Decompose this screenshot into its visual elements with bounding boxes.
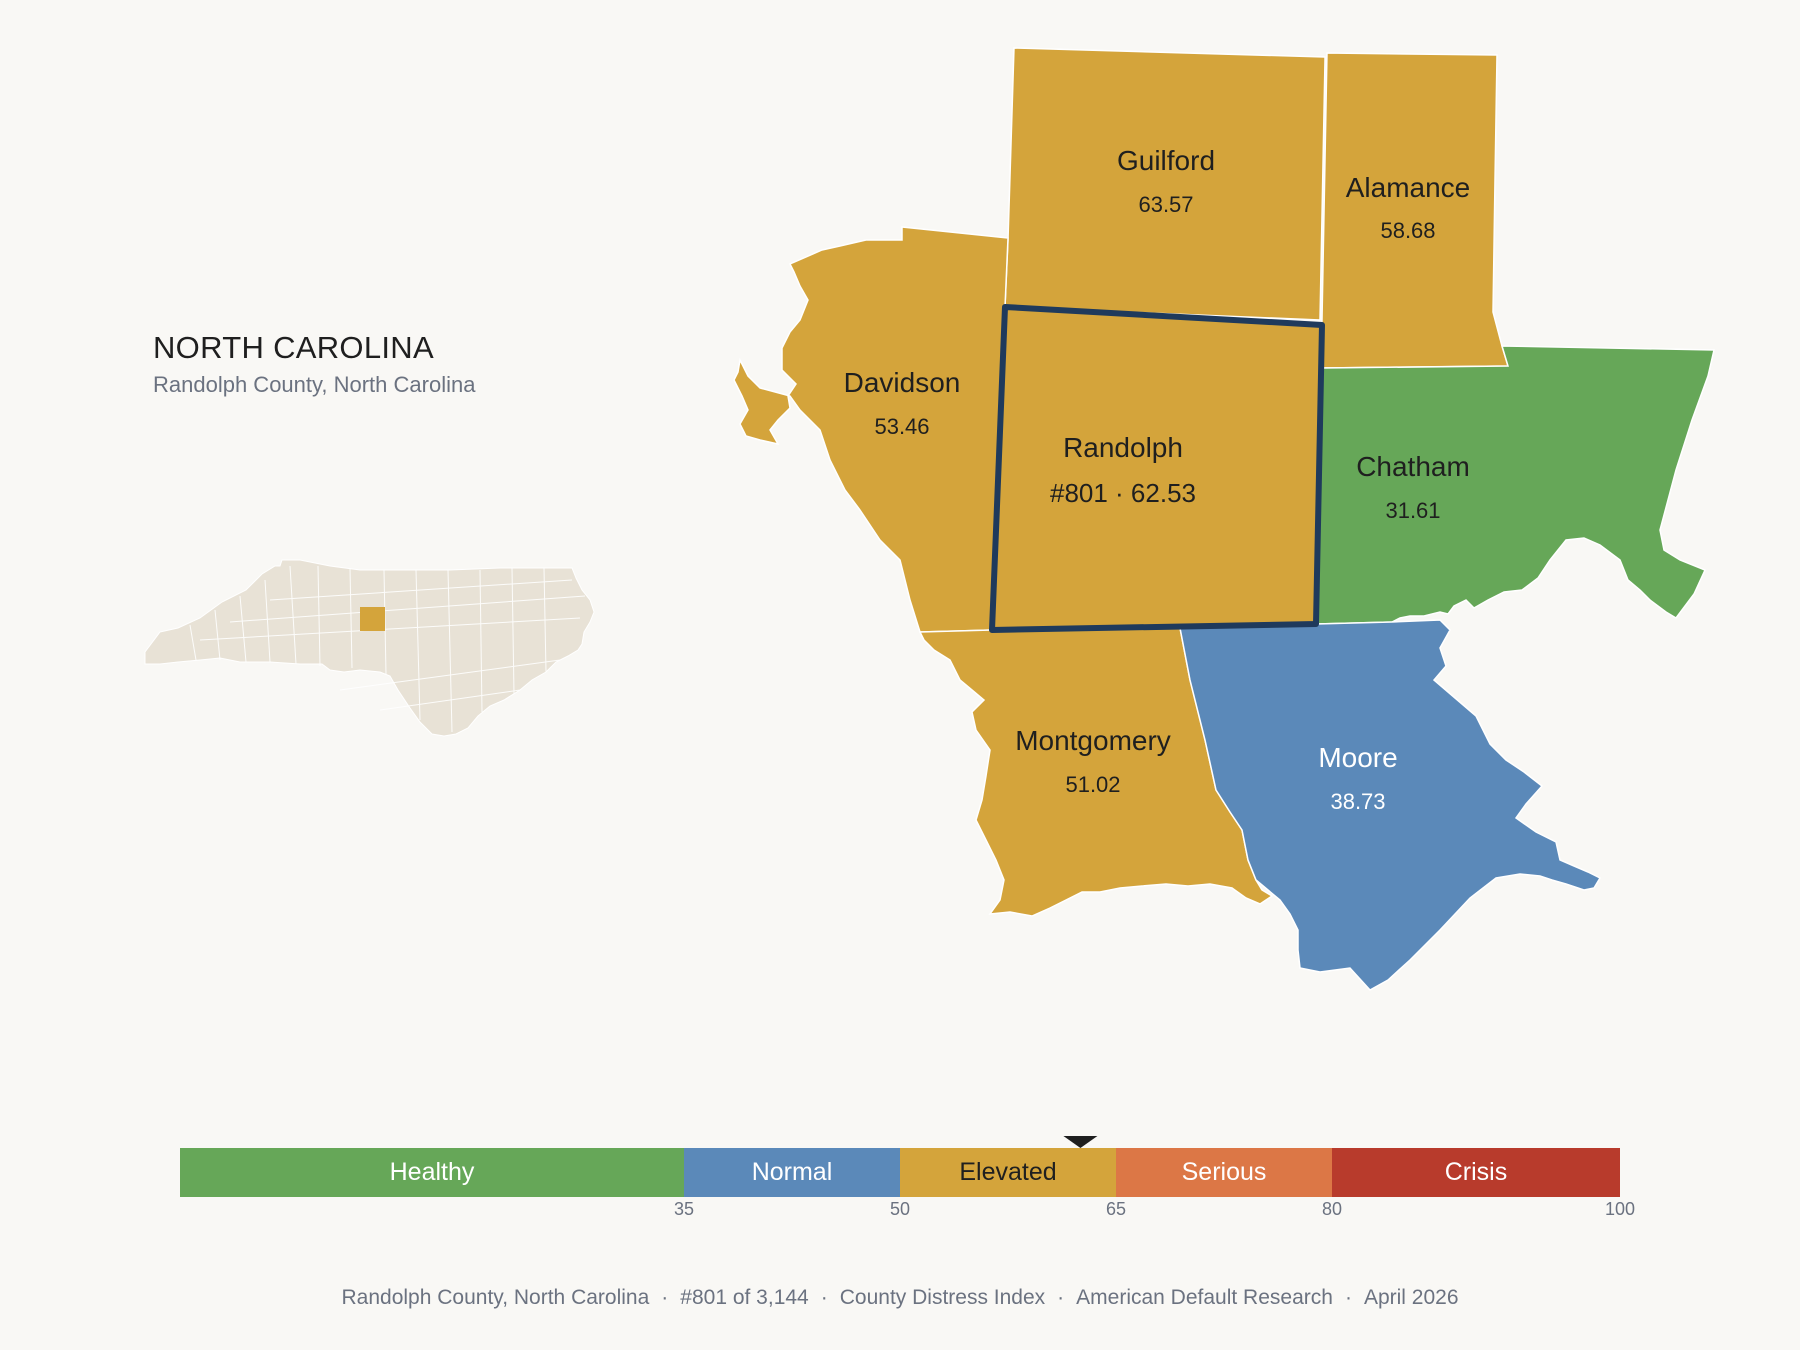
county-name-chatham: Chatham: [1356, 451, 1470, 482]
scale-label-crisis: Crisis: [1445, 1158, 1508, 1186]
county-moore[interactable]: Moore 38.73: [1179, 619, 1602, 991]
footer-date: April 2026: [1363, 1286, 1459, 1309]
county-chatham[interactable]: Chatham 31.61: [1315, 345, 1715, 625]
scale-marker: [1063, 1136, 1098, 1148]
state-title: NORTH CAROLINA: [153, 330, 434, 365]
county-value-guilford: 63.57: [1138, 192, 1193, 217]
scale-tick-100: 100: [1605, 1199, 1635, 1219]
footer-rank: #801 of 3,144: [680, 1286, 809, 1309]
footer-separator: ·: [1057, 1286, 1065, 1309]
footer-county: Randolph County, North Carolina: [341, 1286, 650, 1309]
state-inset-map: [144, 559, 595, 737]
county-alamance[interactable]: Alamance 58.68: [1319, 52, 1510, 369]
scale-band-healthy: [180, 1148, 684, 1197]
scale-label-elevated: Elevated: [959, 1158, 1056, 1186]
county-name-randolph: Randolph: [1063, 432, 1183, 463]
footer-source: American Default Research: [1076, 1286, 1333, 1309]
county-guilford[interactable]: Guilford 63.57: [1004, 47, 1326, 321]
county-name-guilford: Guilford: [1117, 145, 1215, 176]
county-value-alamance: 58.68: [1380, 218, 1435, 243]
footer: Randolph County, North Carolina · #801 of …: [0, 1286, 1800, 1310]
scale-tick-80: 80: [1322, 1199, 1342, 1219]
footer-separator: ·: [820, 1286, 828, 1309]
county-value-davidson: 53.46: [874, 414, 929, 439]
scale-band-serious: [1116, 1148, 1332, 1197]
scale-band-normal: [684, 1148, 900, 1197]
state-outline: [144, 559, 595, 737]
county-montgomery[interactable]: Montgomery 51.02: [918, 627, 1274, 917]
county-value-chatham: 31.61: [1385, 498, 1440, 523]
randolph-inset-highlight: [360, 607, 385, 631]
scale-band-elevated: [900, 1148, 1116, 1197]
scale-tick-50: 50: [890, 1199, 910, 1219]
county-rank-value-randolph: #801 · 62.53: [1050, 478, 1196, 508]
footer-separator: ·: [1344, 1286, 1352, 1309]
footer-index-name: County Distress Index: [839, 1286, 1046, 1309]
scale-label-healthy: Healthy: [390, 1158, 475, 1186]
county-name-moore: Moore: [1318, 742, 1397, 773]
county-name-montgomery: Montgomery: [1015, 725, 1171, 756]
scale-label-serious: Serious: [1182, 1158, 1267, 1186]
scale-tick-35: 35: [674, 1199, 694, 1219]
county-davidson[interactable]: Davidson 53.46: [733, 226, 1009, 633]
county-value-moore: 38.73: [1330, 789, 1385, 814]
footer-separator: ·: [661, 1286, 669, 1309]
scale-label-normal: Normal: [752, 1158, 833, 1186]
county-randolph[interactable]: Randolph #801 · 62.53: [989, 304, 1325, 633]
scale-tick-65: 65: [1106, 1199, 1126, 1219]
county-name-alamance: Alamance: [1346, 172, 1471, 203]
county-value-montgomery: 51.02: [1065, 772, 1120, 797]
scale-band-crisis: [1332, 1148, 1620, 1197]
distress-scale: Healthy Normal Elevated Serious Crisis 3…: [180, 1136, 1635, 1219]
county-name-davidson: Davidson: [844, 367, 961, 398]
county-subtitle: Randolph County, North Carolina: [153, 372, 476, 397]
